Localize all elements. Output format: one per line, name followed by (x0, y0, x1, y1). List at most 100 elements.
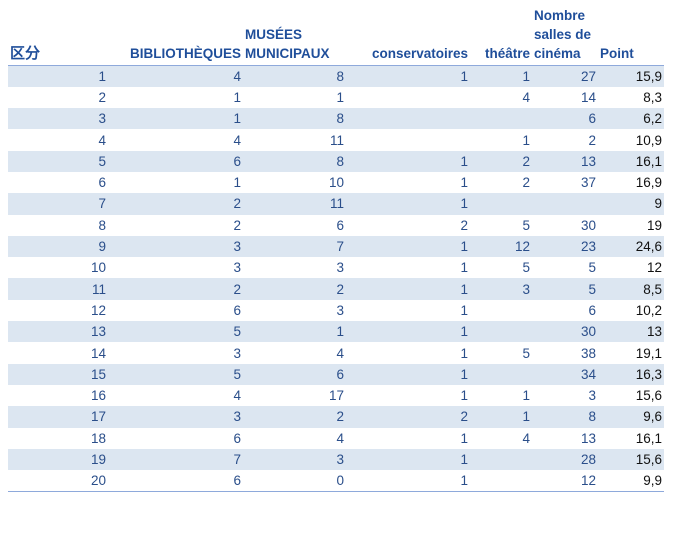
cell-conservatories[interactable]: 2 (346, 406, 470, 428)
cell-museums[interactable]: 6 (243, 363, 346, 385)
cell-cinema-rooms[interactable]: 5 (532, 278, 598, 300)
cell-conservatories[interactable]: 1 (460, 175, 468, 191)
cell-libraries[interactable]: 1 (233, 175, 241, 191)
cell-district[interactable]: 12 (90, 302, 106, 318)
cell-museums[interactable]: 4 (336, 345, 344, 361)
cell-district[interactable]: 8 (98, 217, 106, 233)
cell-conservatories[interactable]: 1 (346, 278, 470, 300)
cell-museums[interactable]: 0 (243, 470, 346, 493)
column-header-cinema-rooms[interactable]: Nombre salles de cinéma (532, 0, 598, 66)
cell-point[interactable]: 10,9 (635, 132, 662, 148)
cell-point[interactable]: 15,9 (598, 65, 664, 87)
cell-point[interactable]: 19,1 (635, 345, 662, 361)
cell-district[interactable]: 7 (8, 193, 108, 215)
cell-museums[interactable]: 10 (328, 175, 344, 191)
cell-museums[interactable]: 4 (336, 430, 344, 446)
cell-point[interactable]: 16,1 (598, 150, 664, 172)
cell-cinema-rooms[interactable]: 13 (532, 150, 598, 172)
cell-theatre[interactable]: 4 (522, 430, 530, 446)
cell-conservatories[interactable]: 1 (346, 321, 470, 343)
cell-museums[interactable]: 3 (336, 260, 344, 276)
column-header-point[interactable]: Point (598, 0, 664, 66)
cell-conservatories[interactable]: 1 (460, 345, 468, 361)
cell-point[interactable]: 10,2 (635, 302, 662, 318)
cell-libraries[interactable]: 3 (108, 406, 243, 428)
cell-libraries[interactable]: 6 (233, 430, 241, 446)
cell-district[interactable]: 10 (90, 260, 106, 276)
cell-museums[interactable]: 8 (243, 108, 346, 130)
cell-libraries[interactable]: 1 (233, 89, 241, 105)
cell-cinema-rooms[interactable]: 37 (580, 175, 596, 191)
cell-theatre[interactable]: 5 (522, 217, 530, 233)
cell-point[interactable]: 24,6 (598, 235, 664, 258)
cell-cinema-rooms[interactable]: 27 (532, 65, 598, 87)
cell-cinema-rooms[interactable]: 3 (588, 388, 596, 404)
cell-cinema-rooms[interactable]: 5 (588, 260, 596, 276)
cell-district[interactable]: 1 (8, 65, 108, 87)
cell-district[interactable]: 20 (8, 470, 108, 493)
cell-conservatories[interactable]: 1 (460, 388, 468, 404)
cell-district[interactable]: 18 (90, 430, 106, 446)
cell-libraries[interactable]: 3 (108, 235, 243, 258)
cell-libraries[interactable]: 5 (108, 363, 243, 385)
cell-conservatories[interactable]: 1 (346, 235, 470, 258)
cell-conservatories[interactable]: 2 (460, 217, 468, 233)
column-header-conservatories[interactable]: conservatoires (346, 0, 470, 66)
cell-libraries[interactable]: 2 (233, 217, 241, 233)
cell-museums[interactable]: 6 (336, 217, 344, 233)
cell-point[interactable]: 9,9 (598, 470, 664, 493)
cell-libraries[interactable]: 6 (108, 470, 243, 493)
cell-conservatories[interactable]: 1 (346, 470, 470, 493)
cell-cinema-rooms[interactable]: 28 (532, 448, 598, 471)
cell-museums[interactable]: 11 (243, 193, 346, 215)
cell-theatre[interactable] (470, 321, 532, 343)
cell-point[interactable]: 19 (646, 217, 662, 233)
cell-district[interactable]: 14 (90, 345, 106, 361)
cell-cinema-rooms[interactable]: 30 (580, 217, 596, 233)
cell-museums[interactable]: 11 (329, 132, 344, 148)
cell-cinema-rooms[interactable]: 38 (580, 345, 596, 361)
cell-libraries[interactable]: 3 (233, 260, 241, 276)
cell-museums[interactable]: 7 (243, 235, 346, 258)
cell-conservatories[interactable] (346, 108, 470, 130)
cell-theatre[interactable]: 2 (522, 175, 530, 191)
cell-district[interactable]: 13 (8, 321, 108, 343)
cell-theatre[interactable] (470, 363, 532, 385)
cell-conservatories[interactable]: 1 (460, 430, 468, 446)
cell-district[interactable]: 16 (90, 388, 106, 404)
cell-district[interactable]: 2 (98, 89, 106, 105)
cell-point[interactable]: 16,1 (635, 430, 662, 446)
cell-cinema-rooms[interactable]: 23 (532, 235, 598, 258)
cell-district[interactable]: 5 (8, 150, 108, 172)
cell-museums[interactable]: 3 (243, 448, 346, 471)
cell-theatre[interactable] (470, 193, 532, 215)
cell-cinema-rooms[interactable]: 30 (532, 321, 598, 343)
cell-cinema-rooms[interactable]: 12 (532, 470, 598, 493)
cell-theatre[interactable]: 5 (522, 345, 530, 361)
cell-theatre[interactable]: 5 (522, 260, 530, 276)
cell-libraries[interactable]: 4 (108, 65, 243, 87)
cell-theatre[interactable] (470, 300, 532, 321)
cell-conservatories[interactable]: 1 (460, 302, 468, 318)
cell-theatre[interactable] (470, 448, 532, 471)
cell-museums[interactable]: 1 (336, 89, 344, 105)
cell-point[interactable]: 6,2 (598, 108, 664, 130)
column-header-district[interactable]: 区分 (8, 0, 108, 66)
cell-district[interactable]: 4 (98, 132, 106, 148)
cell-conservatories[interactable]: 1 (346, 193, 470, 215)
cell-point[interactable]: 9,6 (598, 406, 664, 428)
cell-conservatories[interactable]: 1 (346, 150, 470, 172)
cell-district[interactable]: 3 (8, 108, 108, 130)
cell-cinema-rooms[interactable]: 8 (532, 406, 598, 428)
cell-cinema-rooms[interactable]: 13 (580, 430, 596, 446)
cell-museums[interactable]: 8 (243, 65, 346, 87)
cell-conservatories[interactable]: 1 (460, 260, 468, 276)
cell-point[interactable]: 15,6 (635, 388, 662, 404)
cell-district[interactable]: 19 (8, 448, 108, 471)
cell-libraries[interactable]: 6 (233, 302, 241, 318)
cell-conservatories[interactable]: 1 (346, 363, 470, 385)
cell-conservatories[interactable] (346, 129, 470, 150)
cell-libraries[interactable]: 3 (233, 345, 241, 361)
cell-theatre[interactable]: 3 (470, 278, 532, 300)
cell-libraries[interactable]: 1 (108, 108, 243, 130)
